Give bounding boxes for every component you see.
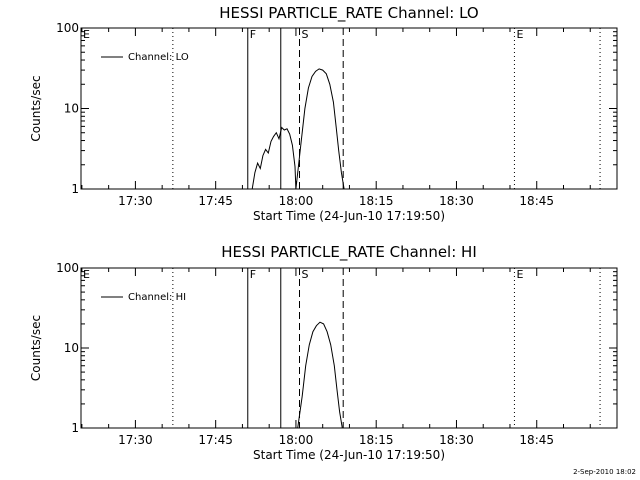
y-axis-label: Counts/sec: [29, 75, 43, 141]
x-tick-label: 18:00: [279, 433, 314, 447]
x-tick-label: 18:45: [519, 194, 554, 208]
x-tick-label: 18:45: [519, 433, 554, 447]
y-tick-label: 10: [64, 341, 79, 355]
chart-panel-2: HESSI PARTICLE_RATE Channel: HI 1 10 100 17:…: [29, 243, 618, 462]
x-tick-label: 18:15: [359, 194, 394, 208]
x-tick-label: 17:30: [118, 433, 153, 447]
y-axis-label: Counts/sec: [29, 315, 43, 381]
x-tick-label: 18:30: [439, 194, 474, 208]
series-line: [297, 321, 343, 429]
x-axis-label: Start Time (24-Jun-10 17:19:50): [253, 448, 445, 462]
marker-label: E: [516, 28, 523, 41]
generation-timestamp: 2-Sep-2010 18:02: [573, 468, 636, 476]
chart-title: HESSI PARTICLE_RATE Channel: LO: [219, 4, 478, 23]
x-tick-label: 17:30: [118, 194, 153, 208]
x-tick-label: 17:45: [198, 194, 233, 208]
chart-title: HESSI PARTICLE_RATE Channel: HI: [221, 243, 477, 262]
x-axis-label: Start Time (24-Jun-10 17:19:50): [253, 209, 445, 223]
marker-label: E: [516, 268, 523, 281]
marker-label: S: [302, 28, 309, 41]
x-tick-label: 18:00: [279, 194, 314, 208]
marker-label: F: [250, 28, 256, 41]
y-tick-label: 1: [71, 182, 79, 196]
x-tick-label: 18:30: [439, 433, 474, 447]
x-tick-label: 18:15: [359, 433, 394, 447]
y-tick-label: 10: [64, 102, 79, 116]
y-tick-label: 100: [56, 261, 79, 275]
x-tick-label: 17:45: [198, 433, 233, 447]
y-tick-label: 1: [71, 421, 79, 435]
marker-label: E: [83, 268, 90, 281]
y-tick-label: 100: [56, 21, 79, 35]
marker-label: F: [250, 268, 256, 281]
series-line: [251, 68, 345, 190]
marker-label: E: [83, 28, 90, 41]
marker-label: S: [302, 268, 309, 281]
legend-label: Channel: LO: [128, 52, 189, 63]
chart-panel-1: HESSI PARTICLE_RATE Channel: LO 1 10 100 17:…: [29, 4, 618, 223]
legend-label: Channel: HI: [128, 292, 186, 303]
